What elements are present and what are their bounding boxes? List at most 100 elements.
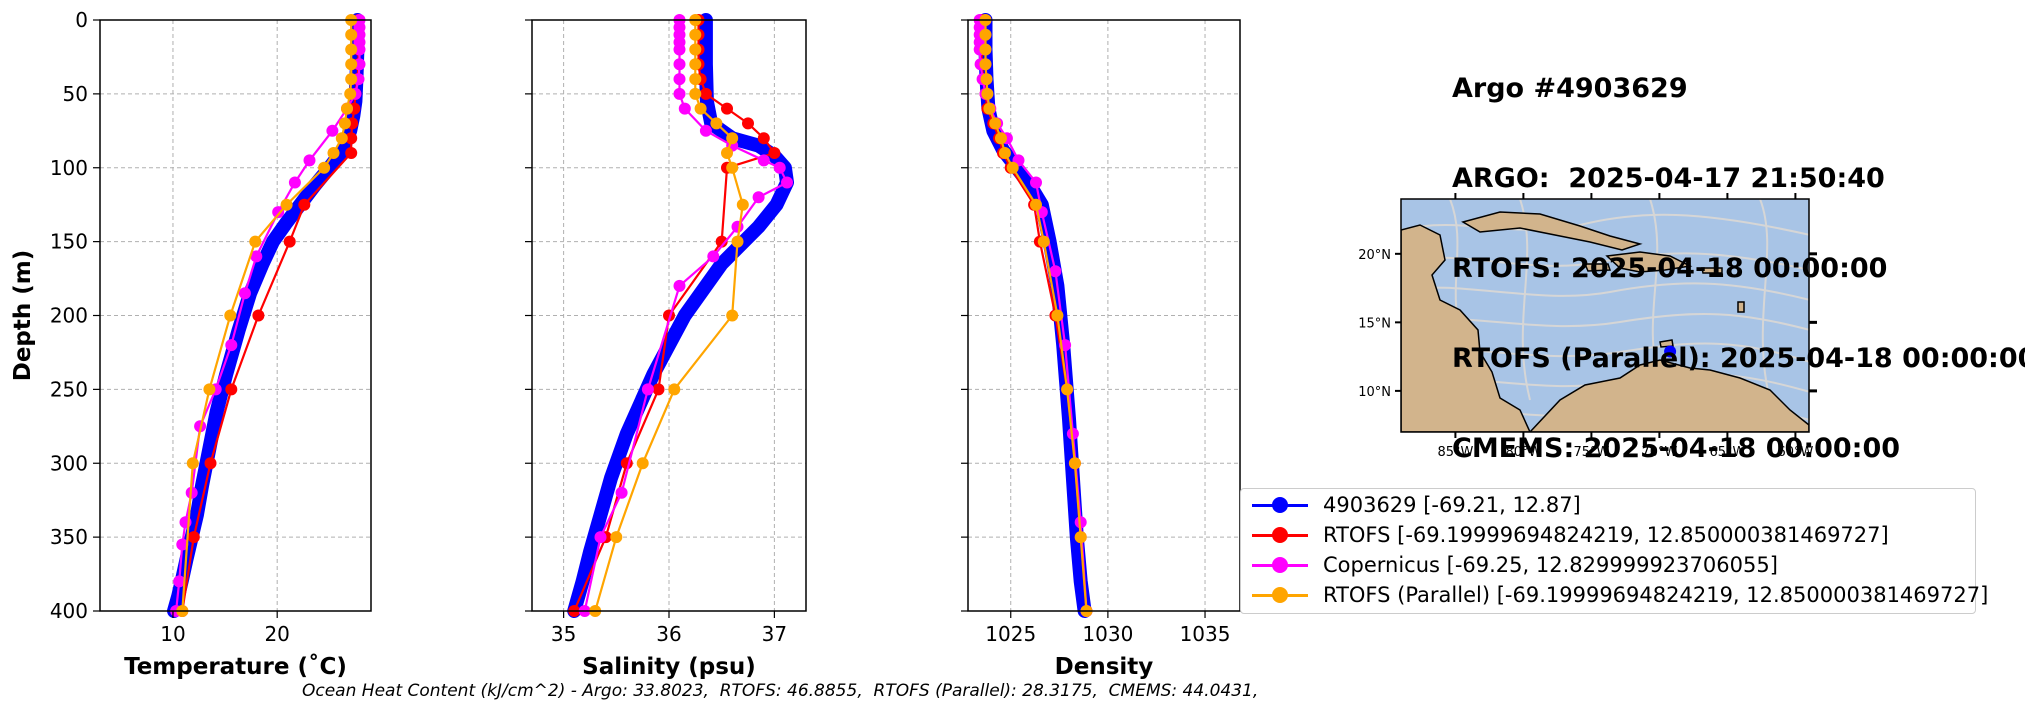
data-point <box>721 147 733 159</box>
data-point <box>736 198 749 211</box>
legend-entry: Copernicus [-69.25, 12.829999923706055] <box>1241 551 1975 581</box>
data-point <box>689 28 702 41</box>
data-point <box>726 161 739 174</box>
map-land <box>1401 211 1809 432</box>
x-axis-label: Temperature (˚C) <box>124 653 347 680</box>
legend-marker <box>1272 587 1288 603</box>
map-lat-label: 10°N <box>1358 385 1391 400</box>
data-point <box>721 102 733 115</box>
y-tick-label: 50 <box>63 82 88 106</box>
y-axis-label: Depth (m) <box>10 250 36 382</box>
data-point <box>768 147 781 159</box>
data-point <box>989 117 1002 130</box>
legend-entry: 4903629 [-69.21, 12.87] <box>1241 491 1975 521</box>
series-rtofs-parallel- <box>176 14 358 617</box>
x-axis-label: Density <box>1055 654 1154 680</box>
data-point <box>715 235 728 248</box>
data-point <box>353 58 366 71</box>
legend-marker <box>1272 527 1288 543</box>
data-point <box>288 176 301 189</box>
data-point <box>699 87 712 100</box>
data-point <box>283 235 296 248</box>
data-point <box>1068 457 1081 470</box>
data-point <box>280 198 293 211</box>
data-point <box>249 235 262 248</box>
data-point <box>673 58 686 71</box>
data-point <box>224 309 237 322</box>
legend-entry: RTOFS (Parallel) [-69.19999694824219, 12… <box>1241 581 1988 611</box>
data-point <box>344 87 357 100</box>
data-point <box>1030 198 1042 211</box>
data-point <box>757 154 770 167</box>
data-point <box>981 87 994 100</box>
data-point <box>341 102 353 115</box>
data-point <box>345 58 358 71</box>
data-point <box>610 531 623 544</box>
data-point <box>673 73 686 86</box>
data-point <box>353 43 366 56</box>
data-point <box>752 191 765 204</box>
data-point <box>694 102 707 115</box>
info-title-line: RTOFS: 2025-04-18 00:00:00 <box>1452 253 1888 284</box>
data-point <box>1066 427 1079 440</box>
data-point <box>318 161 331 174</box>
legend-entry: RTOFS [-69.19999694824219, 12.8500003814… <box>1241 521 1975 551</box>
data-point <box>689 73 702 86</box>
data-point <box>594 531 607 544</box>
data-point <box>204 457 217 470</box>
legend-label: RTOFS (Parallel) [-69.19999694824219, 12… <box>1323 583 1989 607</box>
data-point <box>335 132 348 145</box>
y-tick-label: 100 <box>50 156 88 180</box>
x-tick-label: 1025 <box>985 622 1036 646</box>
data-point <box>187 531 200 544</box>
data-point <box>345 43 358 56</box>
series-4903629 <box>567 13 794 618</box>
data-point <box>1074 516 1087 529</box>
data-point <box>1074 531 1087 544</box>
x-tick-label: 35 <box>551 622 576 646</box>
info-title-line: RTOFS (Parallel): 2025-04-18 00:00:00 <box>1452 343 2025 374</box>
series-4903629 <box>167 13 365 618</box>
data-point <box>303 154 316 167</box>
x-tick-label: 37 <box>762 622 787 646</box>
data-point <box>225 383 238 396</box>
legend-label: 4903629 [-69.21, 12.87] <box>1323 493 1581 517</box>
data-point <box>757 132 770 145</box>
data-point <box>668 383 681 396</box>
data-point <box>225 339 238 352</box>
profile-plot-2: 1025 1030 1035 Density <box>961 13 1241 680</box>
map-lon-label: 85°W <box>1437 445 1473 460</box>
data-point <box>326 124 339 137</box>
data-point <box>1051 309 1064 322</box>
data-point <box>652 383 665 396</box>
data-point <box>726 309 739 322</box>
series-rtofs-parallel- <box>589 14 749 617</box>
legend: 4903629 [-69.21, 12.87] RTOFS [-69.19999… <box>1240 488 1988 614</box>
series-4903629 <box>978 13 1092 618</box>
map-frame <box>1400 198 1810 433</box>
data-point <box>742 117 754 130</box>
x-tick-label: 1030 <box>1082 622 1133 646</box>
x-tick-label: 10 <box>160 622 185 646</box>
data-point <box>979 28 992 41</box>
data-point <box>186 457 199 470</box>
data-point <box>983 102 996 115</box>
legend-marker <box>1272 497 1288 513</box>
data-point <box>250 250 263 263</box>
data-point <box>1006 161 1019 174</box>
y-tick-label: 0 <box>75 8 88 32</box>
data-point <box>773 161 786 174</box>
series-copernicus <box>578 14 793 617</box>
data-point <box>173 575 186 588</box>
data-point <box>707 250 720 263</box>
data-point <box>689 87 702 100</box>
data-point <box>238 287 251 300</box>
info-title-line: CMEMS: 2025-04-18 00:00:00 <box>1452 433 1901 464</box>
data-point <box>345 132 358 145</box>
map-lon-label: 70°W <box>1641 445 1677 460</box>
location-map: 85°W 80°W 75°W 70°W 65°W 60°W 20°N 15°N 10°N <box>1358 193 1817 460</box>
data-point <box>980 73 993 86</box>
data-point <box>203 383 216 396</box>
data-point <box>252 309 265 322</box>
